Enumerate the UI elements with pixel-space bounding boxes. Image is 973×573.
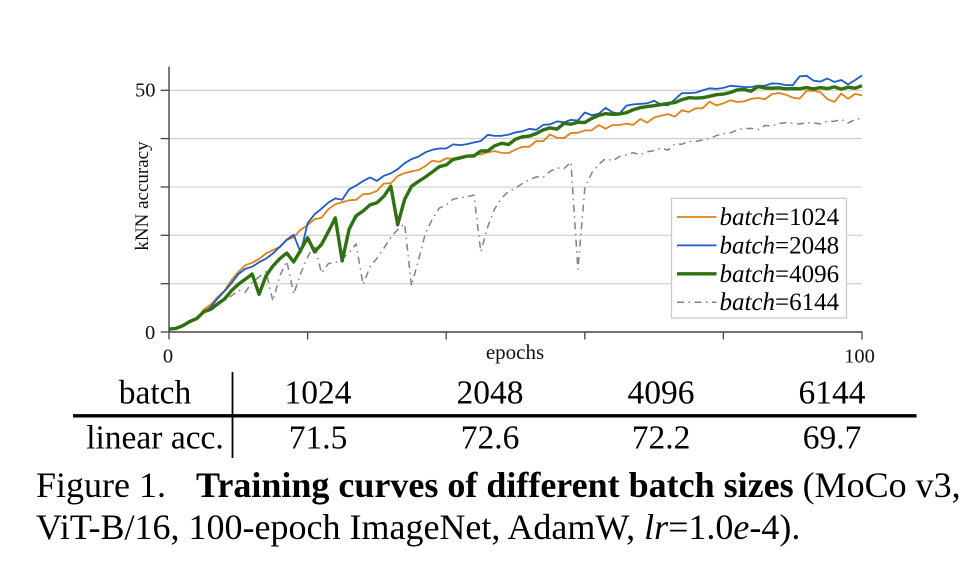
svg-text:batch: batch	[119, 375, 192, 412]
svg-text:batch=2048: batch=2048	[720, 232, 840, 259]
svg-text:0: 0	[163, 346, 173, 368]
svg-text:4096: 4096	[628, 375, 695, 412]
svg-text:batch=4096: batch=4096	[720, 261, 840, 288]
svg-text:72.6: 72.6	[461, 420, 520, 457]
svg-text:2048: 2048	[457, 375, 524, 412]
svg-text:batch=1024: batch=1024	[720, 204, 840, 231]
svg-text:6144: 6144	[799, 375, 866, 412]
svg-text:kNN accuracy: kNN accuracy	[132, 141, 153, 251]
svg-text:linear acc.: linear acc.	[86, 420, 224, 457]
svg-text:72.2: 72.2	[632, 420, 691, 457]
svg-text:50: 50	[135, 80, 156, 102]
svg-text:69.7: 69.7	[803, 420, 862, 457]
svg-text:1024: 1024	[285, 375, 352, 412]
svg-text:batch=6144: batch=6144	[720, 289, 840, 316]
svg-text:epochs: epochs	[486, 340, 544, 364]
svg-text:100: 100	[844, 346, 875, 368]
svg-text:0: 0	[145, 322, 155, 344]
svg-text:71.5: 71.5	[289, 420, 348, 457]
